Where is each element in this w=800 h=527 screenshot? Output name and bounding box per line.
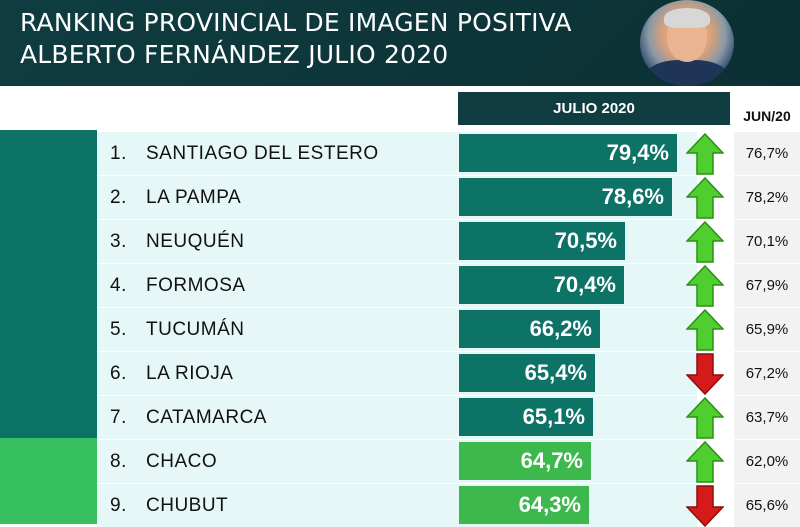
previous-value: 65,6% xyxy=(734,484,800,527)
province-name: CHUBUT xyxy=(146,494,229,516)
value-bar: 65,1% xyxy=(459,398,593,436)
province-name: SANTIAGO DEL ESTERO xyxy=(146,142,379,164)
trend-up-arrow-icon xyxy=(686,397,724,439)
previous-value: 76,7% xyxy=(734,132,800,175)
page-title-line-2: ALBERTO FERNÁNDEZ JULIO 2020 xyxy=(20,40,449,69)
rank-number: 6. xyxy=(110,362,127,384)
previous-value: 65,9% xyxy=(734,308,800,351)
previous-value: 63,7% xyxy=(734,396,800,439)
province-name: CATAMARCA xyxy=(146,406,267,428)
trend-up-arrow-icon xyxy=(686,309,724,351)
province-name: FORMOSA xyxy=(146,274,246,296)
value-bar: 70,4% xyxy=(459,266,624,304)
province-name: TUCUMÁN xyxy=(146,318,245,340)
rank-number: 3. xyxy=(110,230,127,252)
previous-value: 67,9% xyxy=(734,264,800,307)
previous-month-column-header: JUN/20 xyxy=(743,108,791,124)
table-row xyxy=(97,484,697,527)
portrait-suit xyxy=(646,60,728,86)
trend-up-arrow-icon xyxy=(686,177,724,219)
trend-down-arrow-icon xyxy=(686,353,724,395)
previous-value: 78,2% xyxy=(734,176,800,219)
rank-number: 7. xyxy=(110,406,127,428)
rank-number: 9. xyxy=(110,494,127,516)
table-row xyxy=(97,440,697,483)
rank-number: 5. xyxy=(110,318,127,340)
trend-up-arrow-icon xyxy=(686,221,724,263)
rank-number: 2. xyxy=(110,186,127,208)
portrait-hair xyxy=(664,8,710,28)
previous-value: 67,2% xyxy=(734,352,800,395)
rank-number: 1. xyxy=(110,142,127,164)
table-row xyxy=(97,352,697,395)
politician-portrait xyxy=(640,0,734,86)
header-banner: RANKING PROVINCIAL DE IMAGEN POSITIVA AL… xyxy=(0,0,800,86)
province-name: NEUQUÉN xyxy=(146,230,245,252)
group-band-teal xyxy=(0,130,97,438)
trend-up-arrow-icon xyxy=(686,265,724,307)
current-month-column-header: JULIO 2020 xyxy=(458,92,730,125)
trend-down-arrow-icon xyxy=(686,485,724,527)
page-title-line-1: RANKING PROVINCIAL DE IMAGEN POSITIVA xyxy=(20,8,572,37)
table-row xyxy=(97,396,697,439)
rank-number: 8. xyxy=(110,450,127,472)
previous-value: 70,1% xyxy=(734,220,800,263)
value-bar: 78,6% xyxy=(459,178,672,216)
province-name: CHACO xyxy=(146,450,218,472)
trend-up-arrow-icon xyxy=(686,133,724,175)
group-band-green xyxy=(0,438,97,524)
value-bar: 79,4% xyxy=(459,134,677,172)
value-bar: 70,5% xyxy=(459,222,625,260)
previous-value: 62,0% xyxy=(734,440,800,483)
province-name: LA RIOJA xyxy=(146,362,234,384)
value-bar: 65,4% xyxy=(459,354,595,392)
rank-number: 4. xyxy=(110,274,127,296)
value-bar: 66,2% xyxy=(459,310,600,348)
value-bar: 64,3% xyxy=(459,486,589,524)
province-name: LA PAMPA xyxy=(146,186,242,208)
value-bar: 64,7% xyxy=(459,442,591,480)
trend-up-arrow-icon xyxy=(686,441,724,483)
